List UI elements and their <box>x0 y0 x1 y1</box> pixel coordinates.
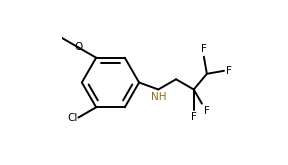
Text: O: O <box>74 42 83 52</box>
Text: F: F <box>201 44 207 54</box>
Text: F: F <box>191 112 197 122</box>
Text: NH: NH <box>151 92 167 102</box>
Text: F: F <box>226 66 232 76</box>
Text: F: F <box>204 106 209 116</box>
Text: Cl: Cl <box>67 113 77 123</box>
